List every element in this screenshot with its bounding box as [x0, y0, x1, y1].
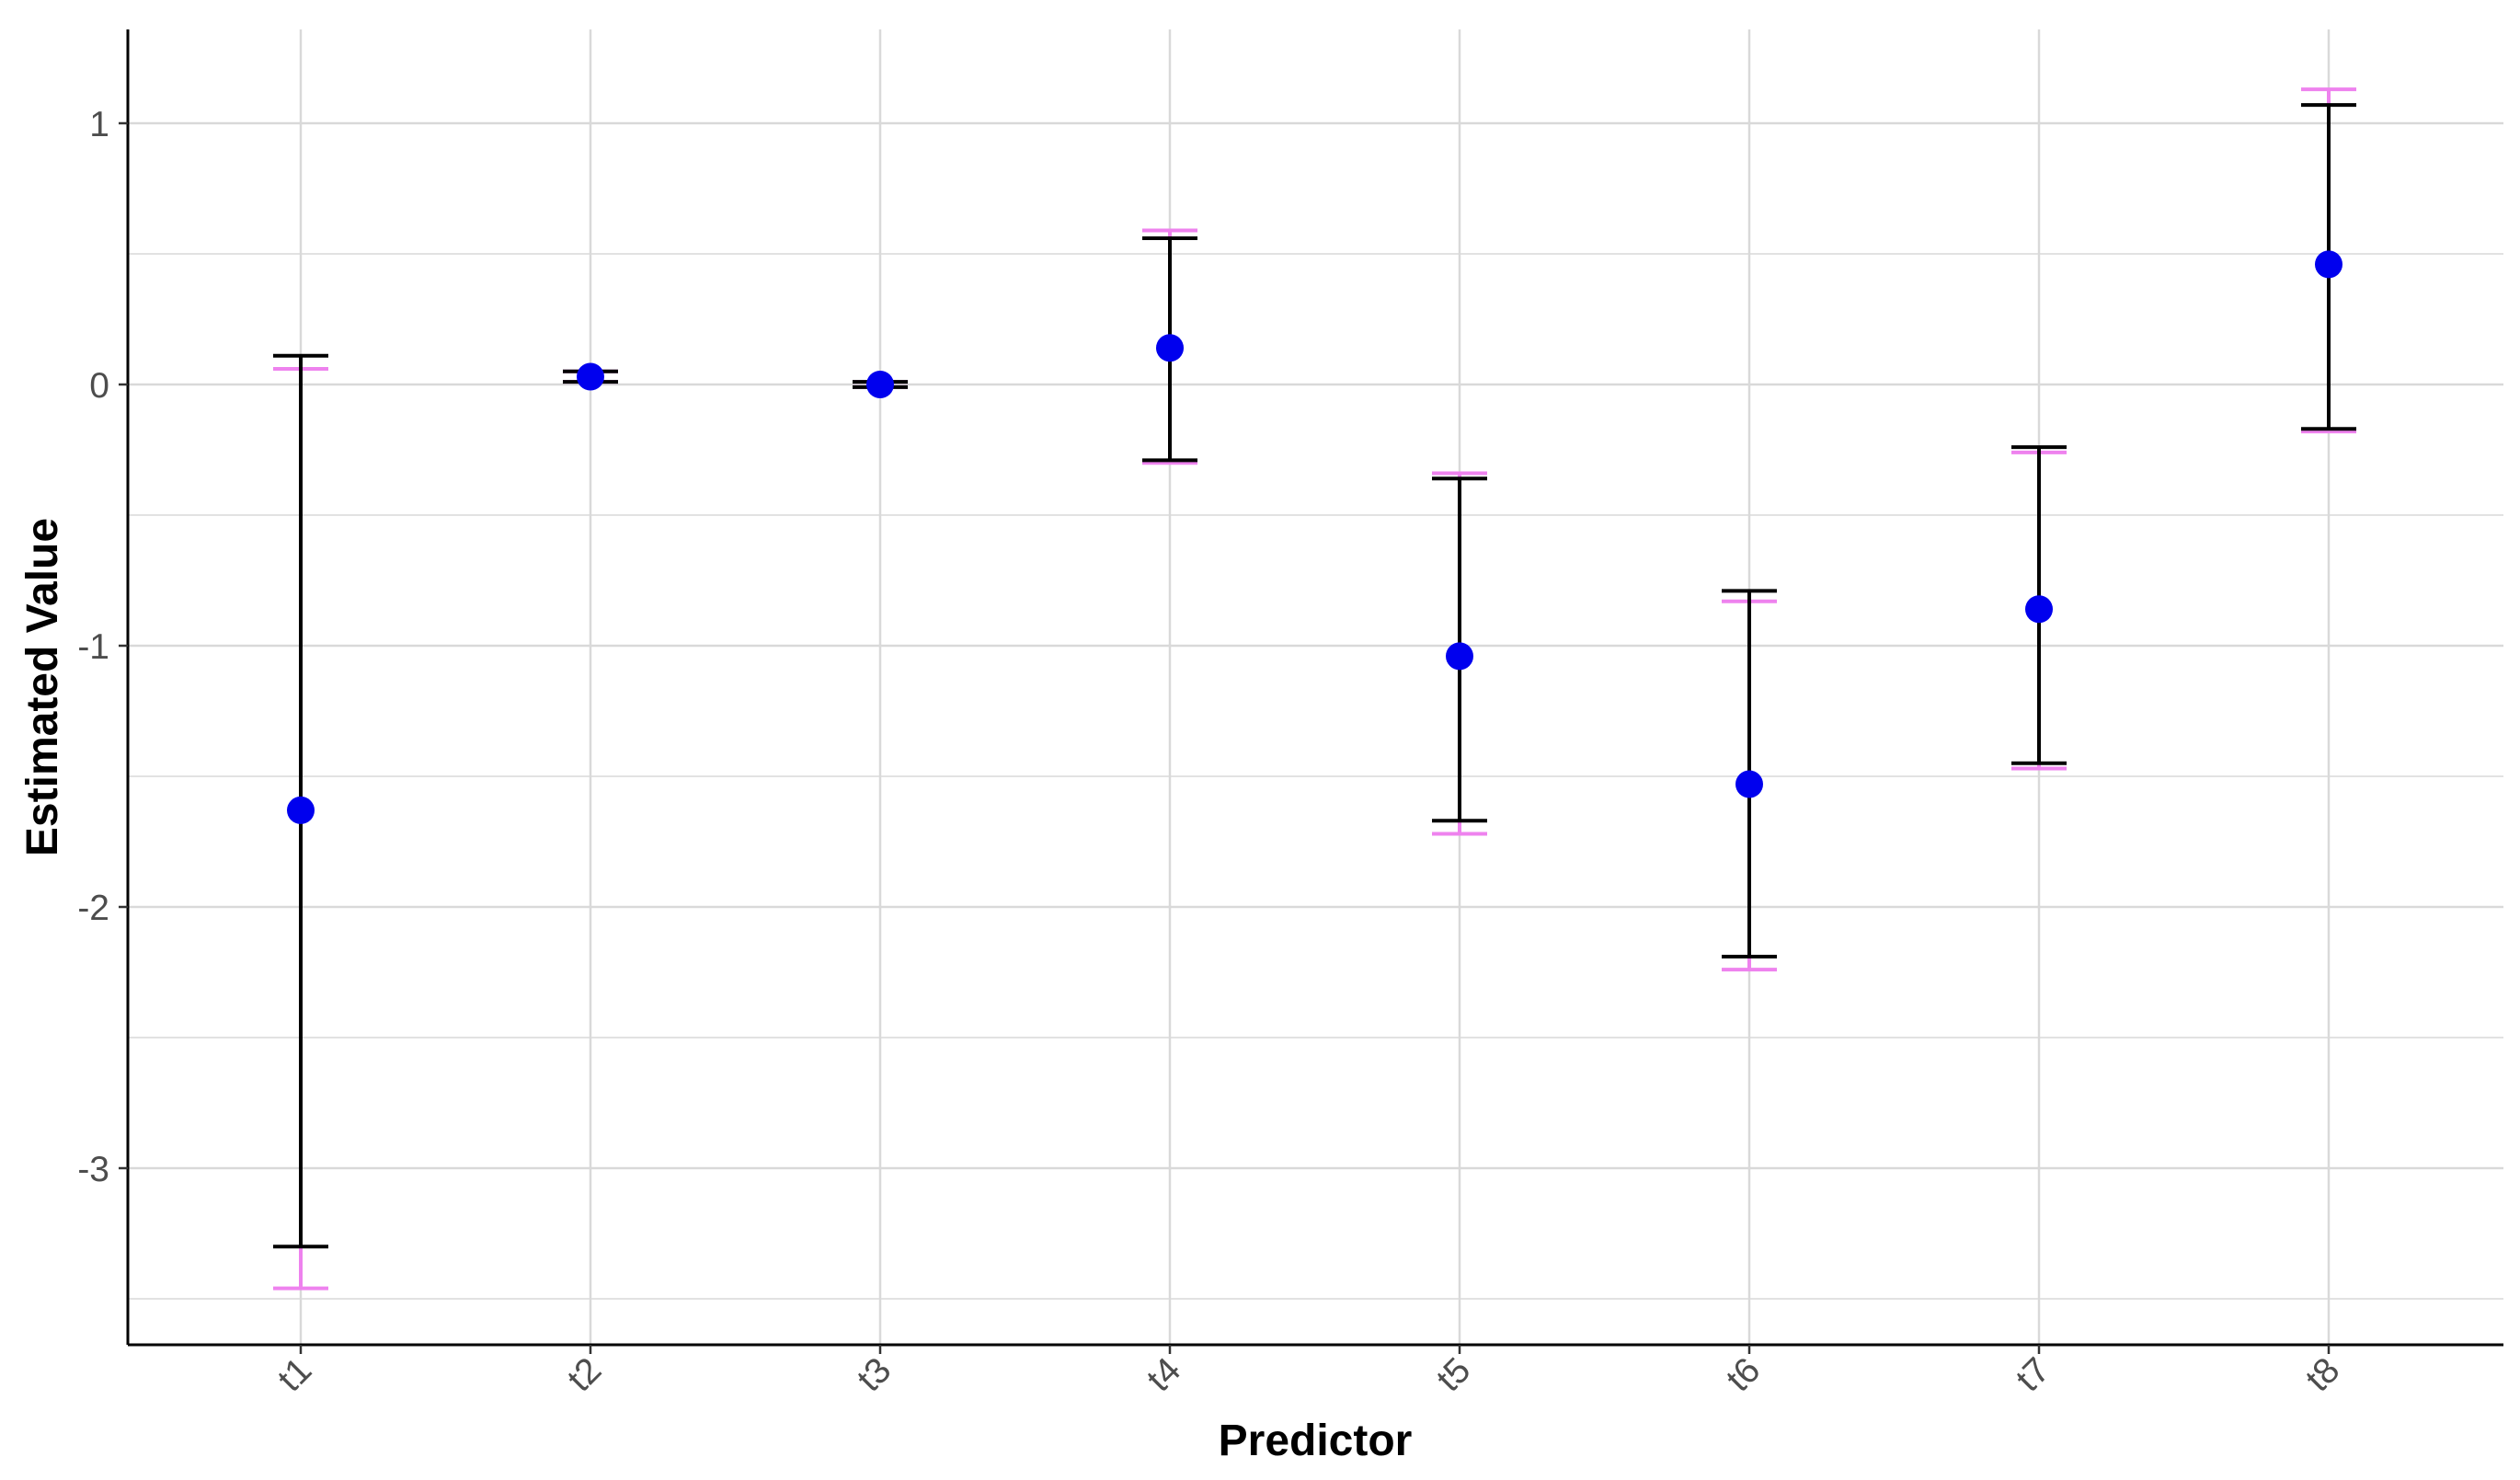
estimate-point	[1156, 334, 1184, 362]
y-tick-label: 0	[89, 366, 109, 406]
estimate-point	[2315, 250, 2342, 279]
x-tick-label: t5	[1429, 1350, 1478, 1399]
estimate-point	[2025, 595, 2053, 624]
estimate-point	[577, 362, 604, 391]
y-tick-label: -2	[77, 889, 109, 928]
black-error-bars	[273, 103, 2356, 1249]
x-tick-label: t6	[1719, 1350, 1768, 1399]
y-axis-ticks: 1 0 -1 -2 -3	[77, 105, 128, 1189]
estimate-point	[1446, 642, 1473, 671]
x-tick-label: t3	[850, 1350, 899, 1399]
estimate-point	[287, 796, 315, 824]
estimate-point	[1735, 770, 1763, 798]
minor-gridlines	[128, 253, 2503, 1300]
axes	[126, 29, 2503, 1347]
x-tick-label: t1	[270, 1350, 319, 1399]
x-tick-label: t4	[1140, 1350, 1188, 1399]
x-axis-title: Predictor	[1219, 1417, 1413, 1465]
y-axis-title: Estimated Value	[18, 518, 67, 856]
major-gridlines	[128, 29, 2503, 1345]
estimate-point	[866, 371, 894, 398]
y-tick-label: -3	[77, 1150, 109, 1189]
y-tick-label: -1	[77, 627, 109, 667]
x-tick-label: t2	[560, 1350, 609, 1399]
x-axis-ticks: t1 t2 t3 t4 t5 t6 t7 t8	[270, 1345, 2347, 1399]
x-tick-label: t8	[2298, 1350, 2347, 1399]
x-tick-label: t7	[2009, 1350, 2057, 1399]
estimate-points	[287, 250, 2342, 824]
pink-error-bars	[273, 87, 2356, 1291]
y-tick-label: 1	[89, 105, 109, 144]
